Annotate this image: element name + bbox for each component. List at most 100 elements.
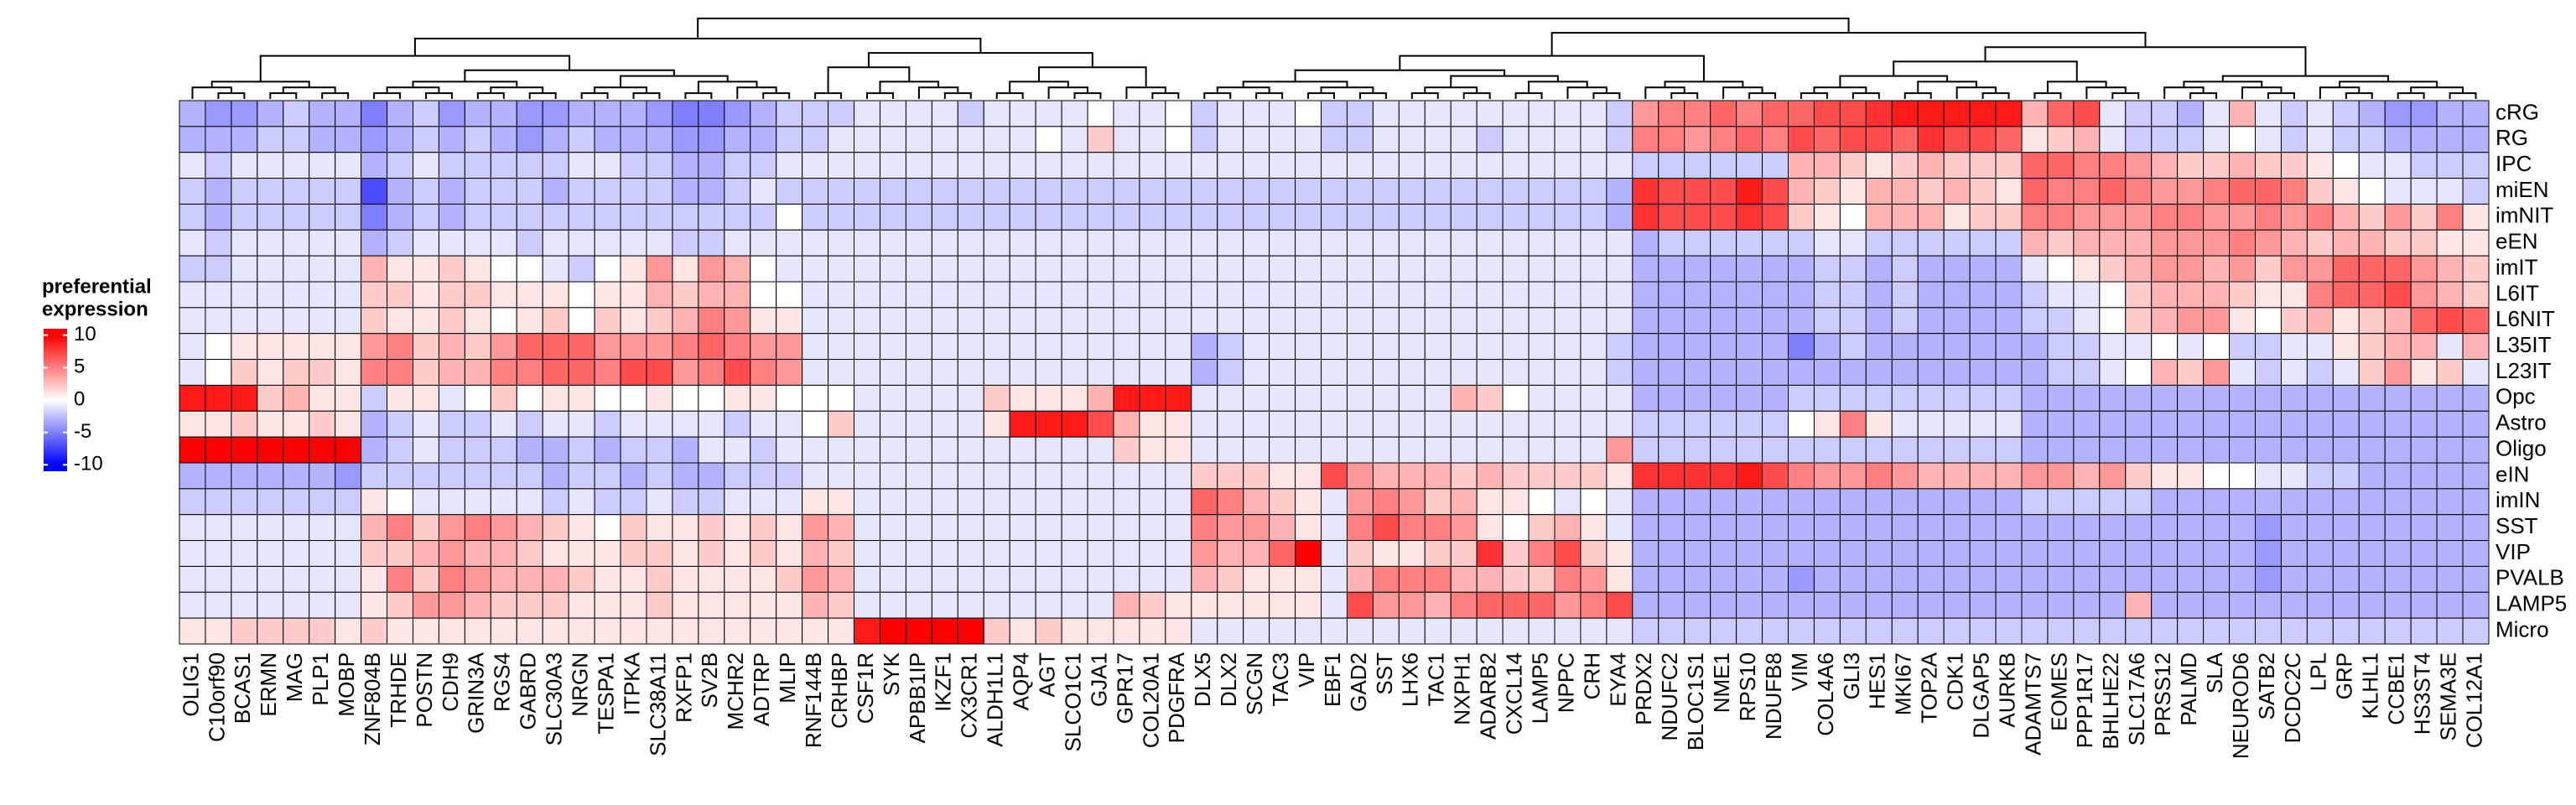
heatmap-cell — [1658, 100, 1685, 127]
heatmap-cell — [1087, 617, 1114, 645]
heatmap-cell — [620, 178, 647, 205]
heatmap-cell — [1450, 488, 1478, 516]
heatmap-cell — [1346, 178, 1374, 205]
heatmap-cell — [2280, 462, 2308, 490]
heatmap-cell — [1502, 384, 1530, 412]
heatmap-cell — [1658, 281, 1685, 309]
heatmap-cell — [854, 229, 880, 257]
column-label: VIP — [1294, 652, 1319, 688]
column-label: RGS4 — [490, 652, 515, 712]
heatmap-cell — [412, 126, 439, 153]
heatmap-cell — [2332, 100, 2360, 127]
dendrogram-branch — [1852, 92, 1880, 99]
heatmap-cell — [1502, 591, 1530, 619]
heatmap-cell — [2099, 255, 2127, 283]
heatmap-cell — [283, 591, 310, 619]
heatmap-cell — [2151, 255, 2179, 283]
heatmap-cell — [646, 333, 673, 361]
heatmap-cell — [2462, 514, 2490, 542]
heatmap-cell — [1995, 462, 2023, 490]
heatmap-cell — [2332, 384, 2360, 412]
heatmap-cell — [335, 488, 362, 516]
heatmap-cell — [620, 565, 647, 593]
heatmap-cell — [2021, 178, 2049, 205]
heatmap-cell — [905, 100, 932, 127]
heatmap-cell — [205, 255, 232, 283]
heatmap-cell — [672, 126, 699, 153]
heatmap-cell — [1995, 255, 2023, 283]
heatmap-cell — [1269, 229, 1296, 257]
heatmap-cell — [309, 307, 336, 335]
column-label: TOP2A — [1917, 652, 1942, 723]
heatmap-cell — [2255, 617, 2282, 645]
heatmap-cell — [2280, 359, 2308, 386]
heatmap-cell — [2203, 126, 2231, 153]
column-label: LHX6 — [1398, 652, 1423, 707]
heatmap-cell — [438, 100, 465, 127]
heatmap-cell — [490, 100, 517, 127]
column-label: BHLHE22 — [2098, 652, 2123, 750]
heatmap-cell — [1398, 514, 1426, 542]
heatmap-cell — [1243, 229, 1270, 257]
heatmap-cell — [542, 540, 569, 567]
heatmap-cell — [983, 591, 1010, 619]
column-label: SLC17A6 — [2124, 652, 2149, 745]
heatmap-cell — [1398, 540, 1426, 567]
heatmap-cell — [412, 591, 439, 619]
heatmap-cell — [516, 436, 543, 464]
heatmap-cell — [2384, 410, 2412, 438]
heatmap-cell — [1813, 617, 1841, 645]
heatmap-cell — [1865, 462, 1893, 490]
heatmap-cell — [2203, 514, 2231, 542]
heatmap-cell — [1139, 126, 1166, 153]
heatmap-cell — [1191, 281, 1218, 309]
heatmap-cell — [464, 462, 491, 490]
heatmap-cell — [1295, 152, 1322, 179]
heatmap-cell — [724, 281, 751, 309]
heatmap-cell — [490, 152, 517, 179]
heatmap-cell — [1554, 359, 1581, 386]
heatmap-cell — [2436, 410, 2464, 438]
heatmap-cell — [698, 307, 725, 335]
heatmap-cell — [1424, 333, 1452, 361]
heatmap-cell — [1476, 281, 1504, 309]
heatmap-cell — [490, 307, 517, 335]
heatmap-cell — [309, 462, 336, 490]
heatmap-cell — [1943, 333, 1971, 361]
heatmap-cell — [2099, 565, 2127, 593]
heatmap-cell — [931, 617, 958, 645]
heatmap-cell — [594, 152, 621, 179]
heatmap-cell — [2332, 229, 2360, 257]
heatmap-cell — [1113, 384, 1140, 412]
heatmap-cell — [2410, 359, 2438, 386]
heatmap-cell — [1269, 359, 1296, 386]
heatmap-cell — [776, 333, 803, 361]
heatmap-cell — [698, 333, 725, 361]
heatmap-cell — [1658, 359, 1685, 386]
heatmap-cell — [231, 229, 258, 257]
heatmap-cell — [1061, 488, 1088, 516]
heatmap-cell — [490, 178, 517, 205]
heatmap-cell — [1839, 126, 1867, 153]
heatmap-cell — [2073, 281, 2101, 309]
column-label: PLP1 — [308, 652, 333, 706]
heatmap-cell — [1502, 514, 1530, 542]
heatmap-cell — [205, 281, 232, 309]
heatmap-cell — [516, 488, 543, 516]
heatmap-cell — [1165, 126, 1192, 153]
heatmap-cell — [283, 126, 310, 153]
heatmap-cell — [1372, 281, 1400, 309]
heatmap-cell — [1762, 229, 1789, 257]
heatmap-cell — [931, 178, 958, 205]
heatmap-cell — [2177, 488, 2205, 516]
heatmap-cell — [2462, 384, 2490, 412]
heatmap-cell — [438, 255, 465, 283]
heatmap-cell — [2306, 281, 2334, 309]
heatmap-cell — [179, 359, 206, 386]
heatmap-cell — [1165, 410, 1192, 438]
heatmap-cell — [905, 410, 932, 438]
heatmap-cell — [2410, 591, 2438, 619]
heatmap-cell — [1813, 591, 1841, 619]
row-label: Opc — [2496, 384, 2536, 409]
heatmap-cell — [2229, 281, 2257, 309]
